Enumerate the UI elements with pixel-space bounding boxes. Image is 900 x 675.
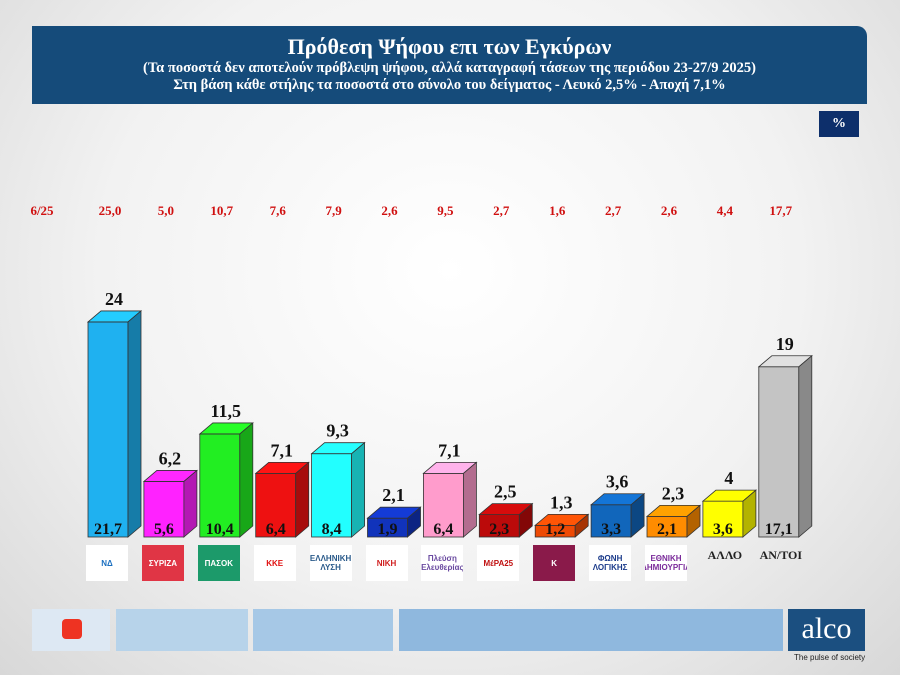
bar-sample-label: 21,7: [94, 521, 122, 538]
bar-sample-label: 5,6: [154, 521, 174, 538]
bar-side: [574, 513, 589, 538]
footer-band-2: [253, 609, 393, 651]
previous-poll-value: 9,5: [437, 203, 454, 218]
footer-band-1: [116, 609, 248, 651]
previous-poll-label: 6/25: [30, 203, 54, 218]
bar-side: [798, 354, 813, 538]
previous-poll-value: 17,7: [769, 203, 792, 218]
previous-poll-value: 25,0: [99, 203, 122, 218]
bar-sample-label: 1,9: [378, 521, 398, 538]
chart-note: Στη βάση κάθε στήλης τα ποσοστά στο σύνο…: [173, 77, 726, 93]
bar-front: [255, 472, 297, 538]
previous-poll-value: 2,6: [661, 203, 678, 218]
bar-side: [462, 461, 477, 538]
bar-sample-label: 17,1: [765, 521, 793, 538]
bar-chart: 6/25 24 21,7 25,0 6,2 5,6 5,0 11,5 10,4 10,7 7,1 6,…: [30, 203, 813, 538]
party-logo: ΣΥΡΙΖΑ: [141, 545, 184, 581]
footer-band-3: [399, 609, 783, 651]
party-logo: ΕΘΝΙΚΗ ΔΗΜΙΟΥΡΓΙΑ: [645, 545, 687, 581]
party-logo: Πλεύση Ελευθερίας: [421, 545, 464, 581]
bar-front: [199, 433, 241, 538]
previous-poll-value: 7,6: [270, 203, 287, 218]
bar-side: [295, 461, 310, 538]
party-logo: Κ: [533, 545, 576, 581]
bar-side: [630, 492, 645, 538]
bar-sample-label: 2,3: [489, 521, 509, 538]
footer-logo-box: [32, 609, 110, 651]
bar-sample-label: 8,4: [322, 521, 342, 538]
previous-poll-value: 2,7: [605, 203, 622, 218]
party-logo: ΝΙΚΗ: [365, 545, 408, 581]
previous-poll-value: 7,9: [325, 203, 342, 218]
unit-badge: %: [819, 111, 859, 137]
bar-value-label: 1,3: [550, 492, 573, 512]
chart-subtitle: (Τα ποσοστά δεν αποτελούν πρόβλεψη ψήφου…: [143, 60, 756, 76]
bar-sample-label: 6,4: [433, 521, 453, 538]
bar-side: [351, 441, 366, 538]
party-logo: ΜέΡΑ25: [477, 545, 520, 581]
party-logo: ΕΛΛΗΝΙΚΗ ΛΥΣΗ: [309, 545, 352, 581]
bar-value-label: 7,1: [438, 440, 461, 460]
previous-poll-value: 2,6: [381, 203, 398, 218]
party-logo: ΦΩΝΗ ΛΟΓΙΚΗΣ: [589, 545, 632, 581]
bar-value-label: 7,1: [270, 440, 293, 460]
bar-value-label: 19: [776, 334, 794, 354]
category-label: ΑΝ/ΤΟΙ: [759, 548, 803, 562]
bar-front: [87, 321, 129, 538]
bar-side: [183, 469, 198, 538]
bar-side: [407, 506, 421, 538]
bar-front: [590, 504, 632, 538]
alco-logo: alco: [788, 609, 865, 651]
bar-value-label: 6,2: [159, 448, 182, 468]
bar-sample-label: 3,6: [713, 521, 733, 538]
bar-side: [742, 489, 757, 538]
previous-poll-value: 5,0: [158, 203, 174, 218]
bar-value-label: 24: [105, 289, 123, 309]
bar-value-label: 9,3: [326, 421, 349, 441]
bar-sample-label: 2,1: [657, 521, 677, 538]
bar-front: [758, 366, 800, 538]
chart-header: Πρόθεση Ψήφου επι των Εγκύρων (Τα ποσοστ…: [32, 26, 867, 104]
bar-value-label: 2,1: [382, 485, 405, 505]
bar-value-label: 2,5: [494, 482, 517, 502]
bar-sample-label: 6,4: [266, 521, 286, 538]
previous-poll-value: 10,7: [210, 203, 233, 218]
category-label: ΑΛΛΟ: [707, 548, 743, 562]
previous-poll-value: 4,4: [717, 203, 734, 218]
bar-value-label: 4: [724, 468, 733, 488]
party-logo: ΝΔ: [86, 545, 128, 581]
bar-front: [311, 453, 353, 538]
bar-side: [518, 502, 533, 538]
bar-side: [127, 310, 142, 538]
party-logo: ΠΑΣΟΚ: [197, 545, 240, 581]
bar-sample-label: 1,2: [545, 521, 565, 538]
party-logo: ΚΚΕ: [253, 545, 296, 581]
previous-poll-value: 1,6: [549, 203, 566, 218]
bar-sample-label: 3,3: [601, 521, 621, 538]
previous-poll-value: 2,7: [493, 203, 510, 218]
bar-side: [686, 504, 701, 538]
bar-value-label: 2,3: [662, 483, 685, 503]
bar-sample-label: 10,4: [206, 521, 234, 538]
alco-tagline: The pulse of society: [794, 653, 866, 662]
alpha-news-icon: [62, 619, 82, 639]
chart-title: Πρόθεση Ψήφου επι των Εγκύρων: [287, 34, 612, 59]
bar-side: [239, 422, 254, 538]
bar-value-label: 11,5: [211, 401, 242, 421]
bar-value-label: 3,6: [606, 472, 629, 492]
